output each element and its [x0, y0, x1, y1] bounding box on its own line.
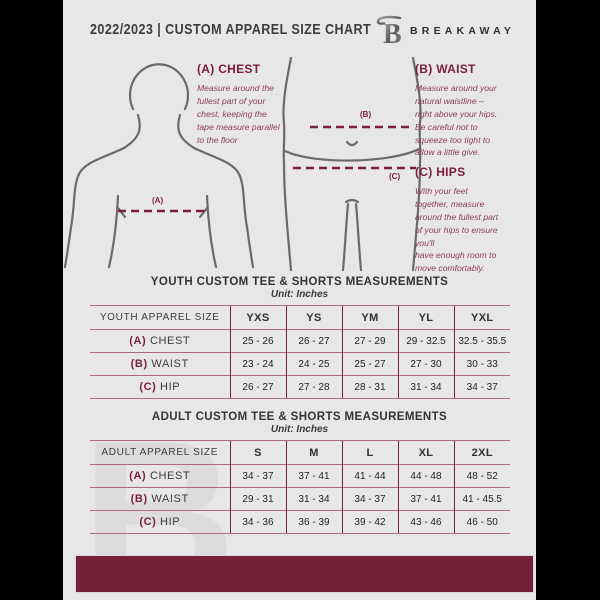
table-cell: 27 - 29 [341, 329, 398, 353]
hips-guide-heading: (C) HIPS [415, 165, 466, 179]
waist-guide-heading: (B) WAIST [415, 62, 476, 76]
table-cell: 24 - 25 [285, 352, 342, 376]
table-cell: 27 - 28 [285, 375, 342, 399]
table-row-chest: (A) CHEST 25 - 26 26 - 27 27 - 29 29 - 3… [90, 329, 510, 353]
row-label: WAIST [151, 358, 189, 370]
column-header-size: 2XL [453, 440, 510, 465]
column-header-size: YL [397, 305, 454, 330]
adult-section: ADULT CUSTOM TEE & SHORTS MEASUREMENTS U… [63, 411, 536, 534]
table-cell: 37 - 41 [397, 487, 454, 511]
table-cell: 27 - 30 [397, 352, 454, 376]
column-header-apparel-size: YOUTH APPAREL SIZE [90, 305, 230, 330]
measurement-lines [118, 125, 416, 213]
adult-table-title: ADULT CUSTOM TEE & SHORTS MEASUREMENTS [151, 411, 448, 423]
body-diagrams [63, 56, 422, 272]
table-row-hip: (C) HIP 26 - 27 27 - 28 28 - 31 31 - 34 … [90, 375, 510, 399]
document-canvas: B 2022/2023 | CUSTOM APPAREL SIZE CHART … [63, 0, 536, 600]
table-header-row: YOUTH APPAREL SIZE YXS YS YM YL YXL [90, 305, 510, 330]
table-row-waist: (B) WAIST 29 - 31 31 - 34 34 - 37 37 - 4… [90, 487, 510, 511]
waist-guide-text: Measure around your natural waistline – … [415, 83, 498, 158]
row-label: CHEST [149, 470, 191, 482]
adult-table-unit: Unit: Inches [270, 424, 329, 435]
table-cell: 31 - 34 [285, 487, 342, 511]
table-cell: 29 - 32.5 [397, 329, 454, 353]
table-cell: 34 - 37 [341, 487, 398, 511]
chest-line-label: (A) [152, 196, 164, 205]
row-label-prefix: (A) [129, 470, 147, 482]
table-cell: 25 - 26 [229, 329, 286, 353]
table-cell: 41 - 44 [341, 464, 398, 488]
table-cell: 25 - 27 [341, 352, 398, 376]
lower-body-figure [282, 56, 422, 272]
table-cell: 30 - 33 [453, 352, 510, 376]
column-header-apparel-size: ADULT APPAREL SIZE [90, 440, 230, 465]
youth-section: YOUTH CUSTOM TEE & SHORTS MEASUREMENTS U… [63, 276, 536, 399]
column-header-size: L [341, 440, 398, 465]
table-cell: 26 - 27 [229, 375, 286, 399]
row-label: HIP [160, 516, 181, 528]
column-header-size: S [229, 440, 286, 465]
table-row-chest: (A) CHEST 34 - 37 37 - 41 41 - 44 44 - 4… [90, 464, 510, 488]
table-cell: 23 - 24 [229, 352, 286, 376]
column-header-size: YS [285, 305, 342, 330]
table-cell: 39 - 42 [341, 510, 398, 534]
table-cell: 26 - 27 [285, 329, 342, 353]
column-header-size: YXL [453, 305, 510, 330]
row-label-prefix: (A) [129, 335, 147, 347]
hips-line-label: (C) [389, 172, 401, 181]
hips-guide-text: With your feet together, measure around … [415, 186, 499, 274]
row-label: CHEST [149, 335, 191, 347]
row-label: HIP [160, 381, 181, 393]
chest-guide-heading: (A) CHEST [197, 62, 261, 76]
column-header-size: M [285, 440, 342, 465]
table-cell: 31 - 34 [397, 375, 454, 399]
table-cell: 34 - 37 [453, 375, 510, 399]
column-header-size: YM [341, 305, 398, 330]
table-cell: 34 - 37 [229, 464, 286, 488]
table-cell: 34 - 36 [229, 510, 286, 534]
upper-body-figure [63, 63, 255, 269]
row-label-prefix: (B) [130, 493, 148, 505]
table-cell: 48 - 52 [453, 464, 510, 488]
row-label-prefix: (C) [139, 516, 157, 528]
row-label-prefix: (C) [139, 381, 157, 393]
waist-line-label: (B) [360, 110, 372, 119]
table-cell: 36 - 39 [285, 510, 342, 534]
youth-table-title: YOUTH CUSTOM TEE & SHORTS MEASUREMENTS [150, 276, 449, 288]
table-cell: 41 - 45.5 [453, 487, 510, 511]
footer-accent-bar [75, 555, 534, 593]
page-title: 2022/2023 | CUSTOM APPAREL SIZE CHART [90, 21, 372, 38]
column-header-size: YXS [229, 305, 286, 330]
table-row-waist: (B) WAIST 23 - 24 24 - 25 25 - 27 27 - 3… [90, 352, 510, 376]
table-header-row: ADULT APPAREL SIZE S M L XL 2XL [90, 440, 510, 465]
row-label: WAIST [151, 493, 189, 505]
svg-text:B: B [383, 19, 402, 48]
youth-size-table: YOUTH APPAREL SIZE YXS YS YM YL YXL (A) … [90, 305, 510, 399]
table-row-hip: (C) HIP 34 - 36 36 - 39 39 - 42 43 - 46 … [90, 510, 510, 534]
chest-guide-text: Measure around the fullest part of your … [197, 83, 280, 145]
youth-table-unit: Unit: Inches [270, 289, 329, 300]
column-header-size: XL [397, 440, 454, 465]
adult-size-table: ADULT APPAREL SIZE S M L XL 2XL (A) CHES… [90, 440, 510, 534]
table-cell: 44 - 48 [397, 464, 454, 488]
breakaway-logo-icon: B [376, 15, 402, 48]
row-label-prefix: (B) [130, 358, 148, 370]
table-cell: 37 - 41 [285, 464, 342, 488]
brand-name: BREAKAWAY [410, 25, 516, 37]
table-cell: 46 - 50 [453, 510, 510, 534]
table-cell: 32.5 - 35.5 [453, 329, 510, 353]
table-cell: 29 - 31 [229, 487, 286, 511]
table-cell: 43 - 46 [397, 510, 454, 534]
table-cell: 28 - 31 [341, 375, 398, 399]
